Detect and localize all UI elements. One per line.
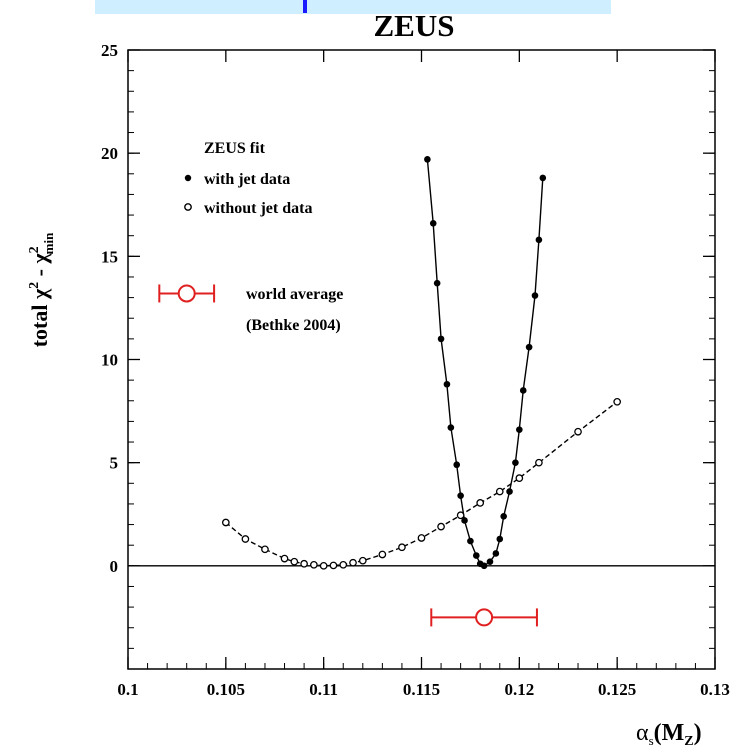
with-jet-data-point — [492, 550, 500, 557]
legend-entry-without-jet: without jet data — [204, 200, 312, 217]
without-jet-data-point — [310, 560, 318, 569]
without-jet-data-point — [290, 557, 299, 566]
without-jet-data-point — [349, 558, 357, 567]
legend-marker-open — [184, 203, 192, 211]
banner-cursor-mark — [303, 0, 307, 13]
y-tick-label: 25 — [101, 41, 118, 60]
with-jet-data-point — [447, 424, 455, 431]
with-jet-data-point — [531, 292, 539, 299]
legend-marker-filled — [184, 174, 192, 182]
world-average-marker — [430, 608, 538, 627]
x-tick-label: 0.1 — [117, 680, 138, 699]
world-average-label: world average — [246, 286, 343, 303]
y-tick-label: 20 — [101, 144, 118, 163]
with-jet-data-point — [453, 461, 461, 469]
y-tick-label: 15 — [101, 247, 118, 266]
without-jet-data-point — [261, 545, 269, 554]
data-points — [221, 156, 622, 570]
with-jet-data-point — [467, 537, 474, 545]
with-jet-data-point — [516, 426, 523, 433]
without-jet-data-point — [495, 487, 504, 496]
x-axis-label: αs(MZ) — [636, 720, 702, 749]
with-jet-data-point — [433, 279, 441, 287]
without-jet-data-point — [613, 397, 622, 406]
svg-text:total χ2 - χ2min: total χ2 - χ2min — [27, 232, 56, 347]
chart-title: ZEUS — [374, 8, 455, 43]
with-jet-data-point — [461, 517, 468, 524]
world-average-legend-key — [158, 284, 216, 303]
with-jet-data-point — [506, 488, 513, 495]
world-average-circle — [475, 608, 494, 627]
y-axis-label: total χ2 - χ2min — [27, 232, 56, 347]
with-jet-data-point — [486, 558, 494, 566]
with-jet-data-point — [437, 335, 445, 343]
with-jet-data-point — [424, 156, 431, 163]
without-jet-data-point — [241, 535, 250, 543]
without-jet-data-point — [476, 499, 485, 507]
with-jet-data-point — [539, 174, 547, 182]
svg-text:αs(MZ): αs(MZ) — [636, 720, 702, 749]
without-jet-data-point — [437, 522, 445, 531]
without-jet-data-point — [378, 550, 387, 559]
x-tick-label: 0.125 — [598, 680, 636, 699]
without-jet-data-point — [358, 556, 367, 565]
with-jet-data-point — [519, 387, 527, 394]
with-jet-data-point — [429, 220, 437, 227]
with-jet-data-curve — [426, 159, 544, 567]
world-average-key-circle — [177, 284, 196, 303]
with-jet-data-point — [535, 236, 543, 244]
without-jet-data-point — [417, 534, 426, 542]
x-tick-label: 0.12 — [504, 680, 534, 699]
legend-entry-with-jet: with jet data — [204, 171, 290, 188]
x-tick-label: 0.115 — [403, 680, 440, 699]
with-jet-data-point — [496, 535, 504, 543]
y-tick-label: 0 — [110, 557, 119, 576]
without-jet-data-point — [574, 427, 582, 436]
with-jet-data-point — [480, 562, 488, 570]
with-jet-data-point — [457, 492, 464, 499]
with-jet-data-point — [472, 552, 480, 559]
without-jet-data-point — [221, 518, 230, 527]
fit-curves — [225, 159, 618, 567]
without-jet-data-point — [339, 560, 348, 569]
without-jet-data-point — [319, 561, 328, 570]
x-tick-label: 0.105 — [207, 680, 245, 699]
y-axis-ticks: 0 5 10 15 20 25 — [101, 41, 715, 670]
x-tick-label: 0.11 — [309, 680, 338, 699]
with-jet-data-point — [500, 513, 507, 520]
with-jet-data-point — [512, 459, 519, 466]
world-average-reference: (Bethke 2004) — [246, 317, 341, 334]
x-axis-ticks: 0.1 0.105 0.11 0.115 0.12 0.125 0.13 — [117, 50, 730, 699]
x-tick-label: 0.13 — [700, 680, 730, 699]
header-banner — [95, 0, 611, 14]
without-jet-data-point — [456, 511, 465, 520]
without-jet-data-point — [280, 554, 289, 563]
with-jet-data-point — [525, 343, 533, 351]
without-jet-data-point — [398, 543, 406, 552]
without-jet-data-point — [329, 561, 338, 570]
without-jet-data-point — [515, 474, 524, 482]
without-jet-data-point — [300, 559, 308, 568]
legend-header: ZEUS fit — [204, 140, 266, 157]
y-tick-label: 5 — [110, 454, 119, 473]
with-jet-data-point — [443, 380, 451, 388]
y-tick-label: 10 — [101, 351, 118, 370]
without-jet-data-point — [535, 458, 543, 467]
